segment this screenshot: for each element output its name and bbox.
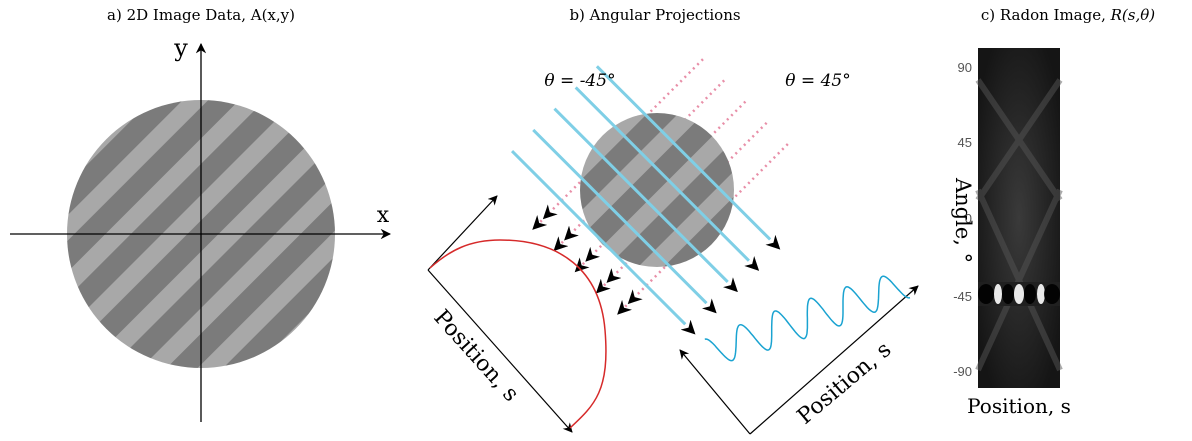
panel-c-title: c) Radon Image, R(s,θ) (981, 6, 1155, 24)
y-tick-label: -45 (953, 289, 972, 304)
x-label: x (377, 203, 390, 228)
left-proj-axis (428, 196, 497, 270)
radon-blob (1044, 284, 1060, 304)
angle-left-label: θ = -45° (544, 71, 615, 91)
beam-arrow (751, 263, 758, 270)
angle-right-label: θ = 45° (785, 71, 850, 91)
y-tick-label: 90 (958, 60, 972, 75)
beam-arrow (687, 326, 694, 333)
y-label: y (173, 34, 188, 62)
projection-beams (512, 59, 788, 333)
radon-image (978, 48, 1060, 388)
left-proj-axis (428, 270, 572, 432)
position-left-label: Position, s (429, 305, 524, 406)
title-text: c) Radon Image, (981, 6, 1111, 24)
panel-a-title: a) 2D Image Data, A(x,y) (107, 6, 295, 24)
radon-blob (994, 284, 1002, 304)
right-proj-axis (680, 350, 750, 434)
figure: a) 2D Image Data, A(x,y) x y b) Angular … (0, 0, 1192, 441)
panel-b-title: b) Angular Projections (569, 6, 740, 24)
radon-blob (1002, 284, 1014, 304)
angle-label: Angle, ° (951, 177, 975, 263)
radon-blob (978, 284, 994, 304)
position-label: Position, s (967, 394, 1071, 418)
radon-blob (1014, 284, 1024, 304)
y-tick-label: -90 (953, 364, 972, 379)
radon-blob (1024, 284, 1036, 304)
title-italic: R(s,θ) (1110, 6, 1156, 24)
beam-arrow (772, 242, 779, 249)
y-tick-label: 45 (958, 135, 972, 150)
beam-arrow (709, 305, 716, 312)
beam-arrow (730, 284, 737, 291)
right-proj-axis (750, 286, 918, 434)
radon-blob (1037, 284, 1045, 304)
